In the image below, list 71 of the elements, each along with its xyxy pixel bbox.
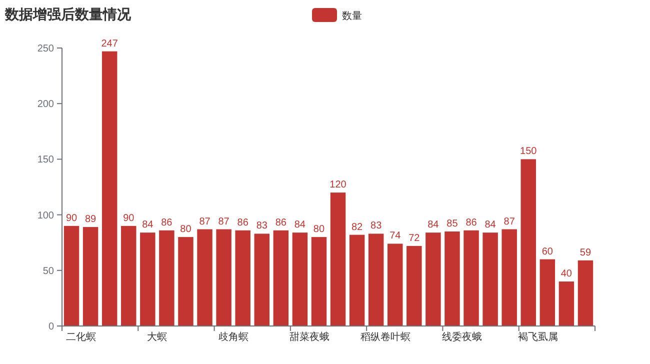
data-label: 86 bbox=[237, 217, 249, 228]
bar bbox=[64, 226, 80, 326]
data-label: 59 bbox=[580, 247, 592, 258]
data-label: 86 bbox=[466, 217, 478, 228]
bar bbox=[558, 282, 574, 326]
data-label: 72 bbox=[408, 232, 420, 244]
data-label: 84 bbox=[294, 220, 306, 231]
data-label: 84 bbox=[484, 220, 496, 231]
y-tick-label: 0 bbox=[48, 322, 54, 332]
data-label: 87 bbox=[504, 216, 516, 228]
bar bbox=[388, 244, 403, 326]
bar bbox=[444, 231, 460, 326]
data-label: 150 bbox=[520, 146, 538, 158]
bar bbox=[502, 229, 517, 326]
bar bbox=[464, 230, 479, 326]
x-tick-label: 褐飞虱属 bbox=[518, 331, 558, 343]
data-label: 86 bbox=[161, 217, 173, 228]
x-tick-label: 稻纵卷叶螟 bbox=[360, 331, 411, 343]
data-label: 74 bbox=[390, 230, 402, 242]
bar bbox=[578, 260, 594, 326]
y-tick-label: 250 bbox=[37, 44, 54, 54]
x-tick-label: 二化螟 bbox=[66, 331, 96, 343]
bar bbox=[330, 192, 346, 326]
data-label: 83 bbox=[370, 220, 382, 232]
bar bbox=[82, 227, 98, 326]
data-label: 40 bbox=[560, 268, 572, 280]
data-label: 90 bbox=[66, 212, 78, 224]
y-tick-label: 200 bbox=[37, 99, 54, 110]
data-label: 82 bbox=[351, 222, 364, 233]
data-label: 83 bbox=[256, 220, 268, 232]
bar bbox=[311, 237, 327, 326]
data-label: 86 bbox=[275, 217, 287, 228]
x-tick-label: 线委夜蛾 bbox=[442, 331, 482, 343]
y-tick-label: 50 bbox=[42, 266, 54, 277]
data-label: 80 bbox=[313, 224, 325, 236]
bar bbox=[406, 246, 422, 326]
data-label: 87 bbox=[199, 216, 211, 228]
bar bbox=[349, 234, 365, 326]
bar bbox=[197, 229, 212, 326]
y-tick-label: 100 bbox=[37, 210, 54, 222]
data-label: 120 bbox=[330, 180, 347, 191]
bar bbox=[482, 232, 498, 326]
data-label: 87 bbox=[218, 216, 230, 228]
x-tick-label: 甜菜夜蛾 bbox=[289, 331, 330, 343]
bar bbox=[140, 232, 156, 326]
bar bbox=[178, 237, 194, 326]
data-label: 60 bbox=[542, 246, 554, 258]
data-label: 84 bbox=[142, 220, 154, 231]
bar bbox=[426, 232, 441, 326]
chart-title: 数据增强后数量情况 bbox=[4, 6, 132, 22]
bar bbox=[102, 51, 118, 326]
bar bbox=[368, 234, 384, 326]
legend-label: 数量 bbox=[342, 11, 362, 22]
bar bbox=[121, 226, 136, 326]
bar bbox=[159, 230, 174, 326]
bar bbox=[273, 230, 289, 326]
data-label: 84 bbox=[428, 220, 440, 231]
data-label: 90 bbox=[123, 212, 135, 224]
bar bbox=[216, 229, 232, 326]
x-tick-label: 歧角螟 bbox=[218, 331, 248, 343]
bar bbox=[254, 234, 270, 326]
data-label: 247 bbox=[101, 38, 118, 50]
data-label: 80 bbox=[180, 224, 192, 236]
data-label: 89 bbox=[84, 214, 97, 226]
bar bbox=[520, 159, 536, 326]
bar bbox=[292, 232, 308, 326]
x-tick-label: 大螟 bbox=[147, 331, 168, 343]
data-label: 85 bbox=[446, 218, 458, 230]
bar bbox=[540, 259, 556, 326]
y-tick-label: 150 bbox=[37, 154, 54, 166]
bar bbox=[235, 230, 250, 326]
